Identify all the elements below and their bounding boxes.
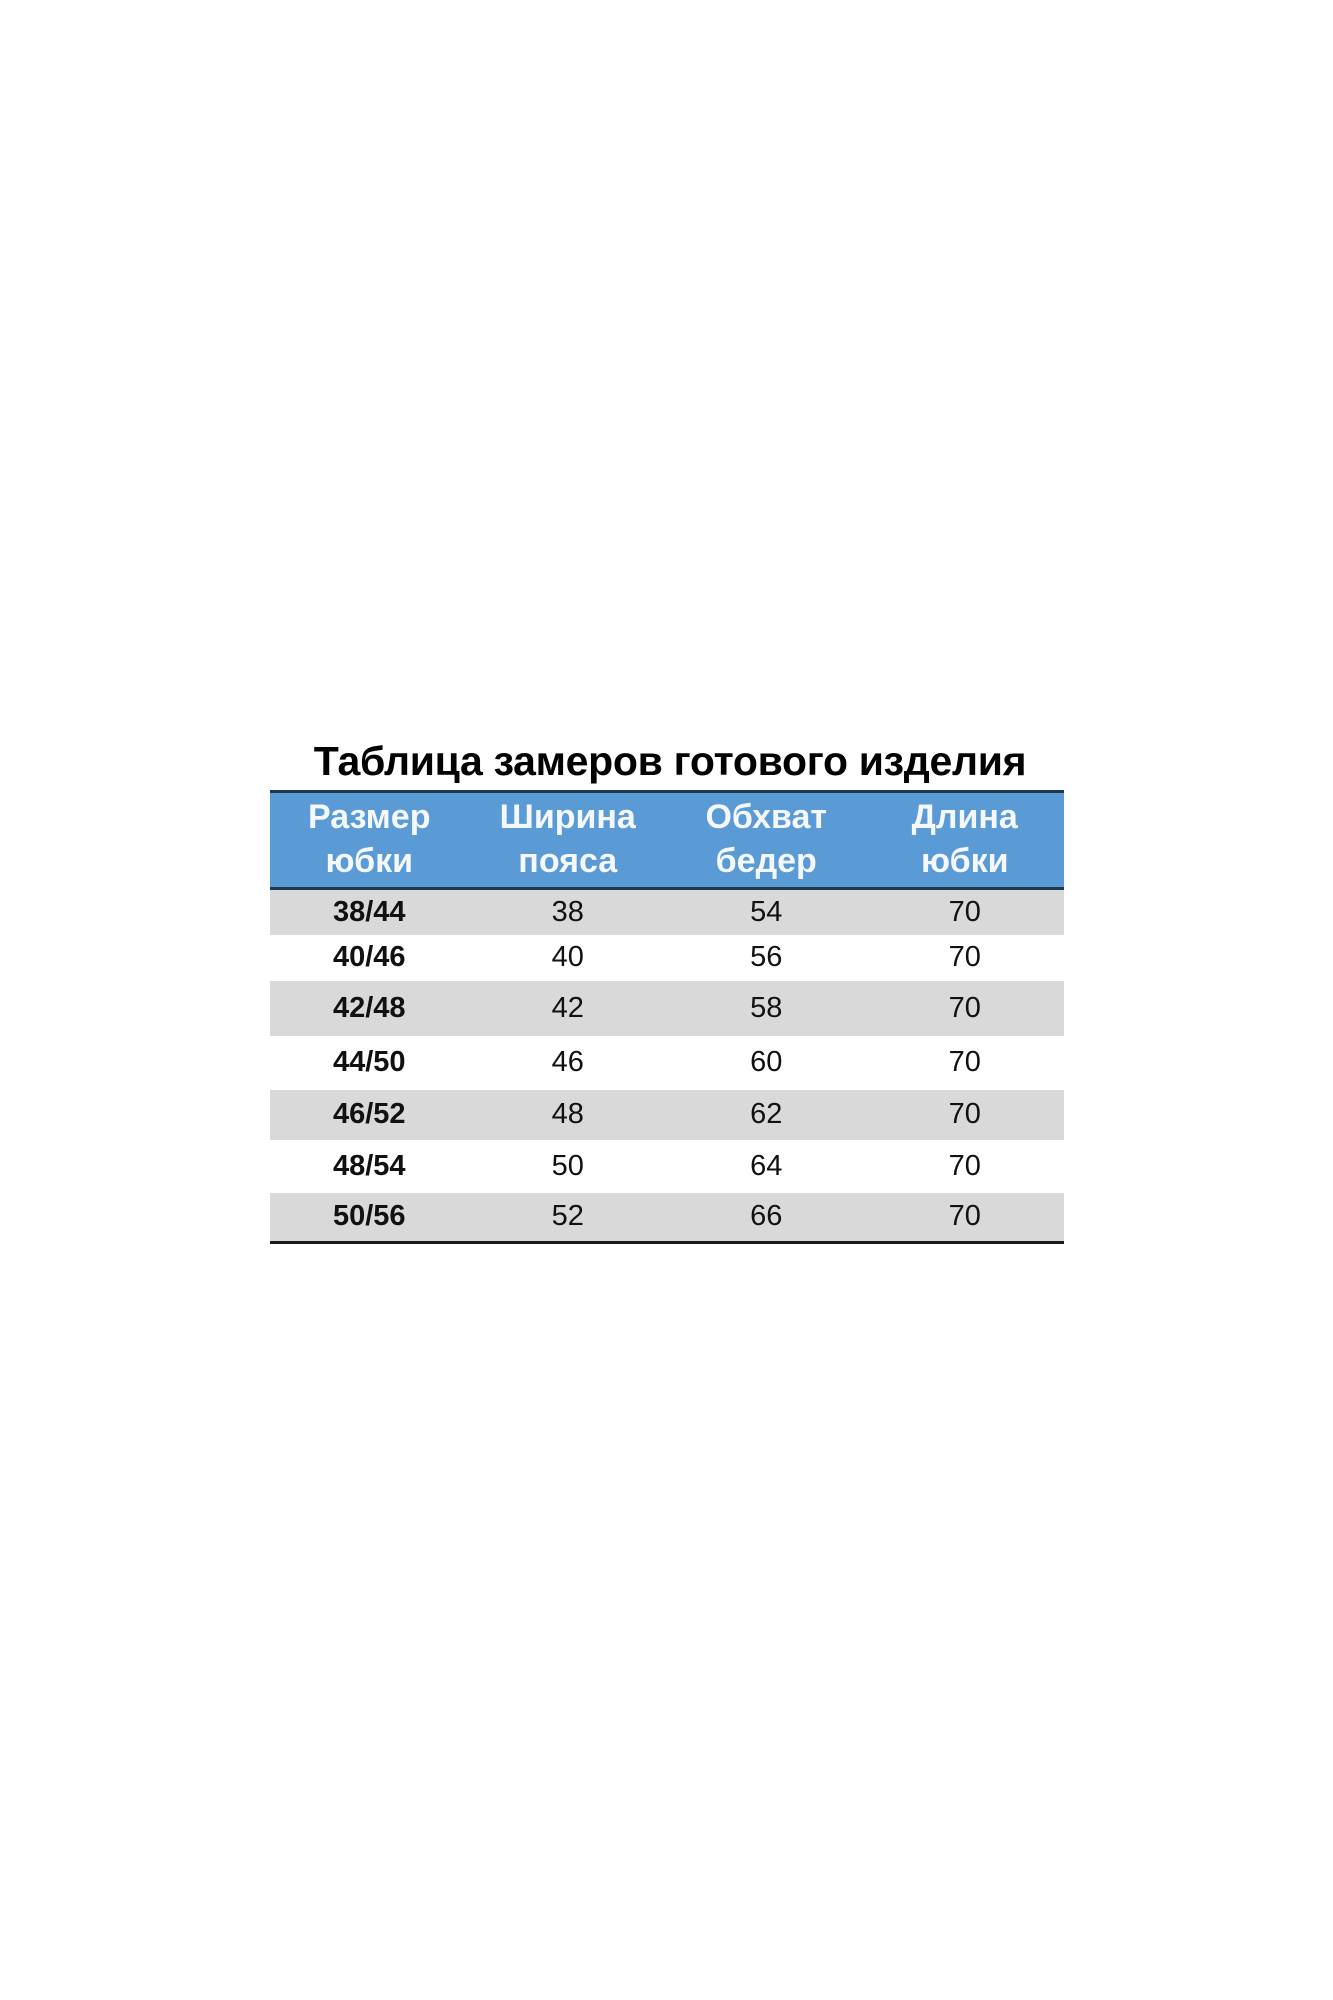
header-size: Размер юбки	[270, 790, 469, 890]
header-length: Длина юбки	[865, 790, 1064, 890]
hips-cell: 56	[750, 941, 783, 973]
waist-cell: 46	[551, 1046, 584, 1078]
waist-cell: 50	[551, 1149, 584, 1182]
waist-cell: 48	[468, 1089, 667, 1140]
size-cell: 46/52	[270, 1089, 469, 1140]
hips-cell: 66	[667, 1192, 866, 1244]
hips-cell: 60	[750, 1046, 783, 1078]
length-cell: 70	[865, 888, 1064, 935]
header-text: Длина	[911, 798, 1018, 836]
table-row: 50/56 52 66 70	[270, 1192, 1064, 1244]
hips-cell: 58	[667, 980, 866, 1036]
header-text: Ширина	[499, 798, 636, 836]
header-row: Размер юбки Ширина пояса Обхват бедер Длина…	[270, 790, 1064, 890]
header-text: юбки	[325, 842, 413, 880]
header-hips: Обхват бедер	[667, 790, 866, 890]
header-waist: Ширина пояса	[468, 790, 667, 890]
hips-cell: 62	[667, 1089, 866, 1140]
waist-cell: 38	[468, 888, 667, 935]
table-row: 40/46 40 56 70	[270, 935, 1064, 981]
table-row: 42/48 42 58 70	[270, 980, 1064, 1036]
waist-cell: 42	[468, 980, 667, 1036]
size-cell: 44/50	[332, 1046, 406, 1078]
table-row: 44/50 46 60 70	[270, 1036, 1064, 1090]
header-text: юбки	[920, 842, 1009, 880]
length-cell: 70	[948, 1046, 981, 1078]
size-cell: 40/46	[332, 941, 406, 973]
header-text: Обхват	[705, 798, 828, 836]
table-row: 46/52 48 62 70	[270, 1089, 1064, 1140]
size-table: Размер юбки Ширина пояса Обхват бедер Длина…	[270, 790, 1064, 1244]
length-cell: 70	[865, 1089, 1064, 1140]
waist-cell: 40	[551, 941, 584, 973]
hips-cell: 64	[750, 1149, 783, 1182]
length-cell: 70	[865, 980, 1064, 1036]
hips-cell: 54	[667, 888, 866, 935]
table-row: 38/44 38 54 70	[270, 888, 1064, 935]
header-text: бедер	[715, 842, 817, 880]
size-cell: 38/44	[270, 888, 469, 935]
header-text: пояса	[518, 842, 618, 880]
header-text: Размер	[308, 798, 431, 836]
table-row: 48/54 50 64 70	[270, 1140, 1064, 1193]
size-cell: 48/54	[332, 1149, 406, 1182]
size-cell: 42/48	[270, 980, 469, 1036]
table-title: Таблица замеров готового изделия	[313, 738, 1027, 784]
size-cell: 50/56	[270, 1192, 469, 1244]
length-cell: 70	[948, 941, 981, 973]
length-cell: 70	[948, 1149, 981, 1182]
waist-cell: 52	[468, 1192, 667, 1244]
length-cell: 70	[865, 1192, 1064, 1244]
